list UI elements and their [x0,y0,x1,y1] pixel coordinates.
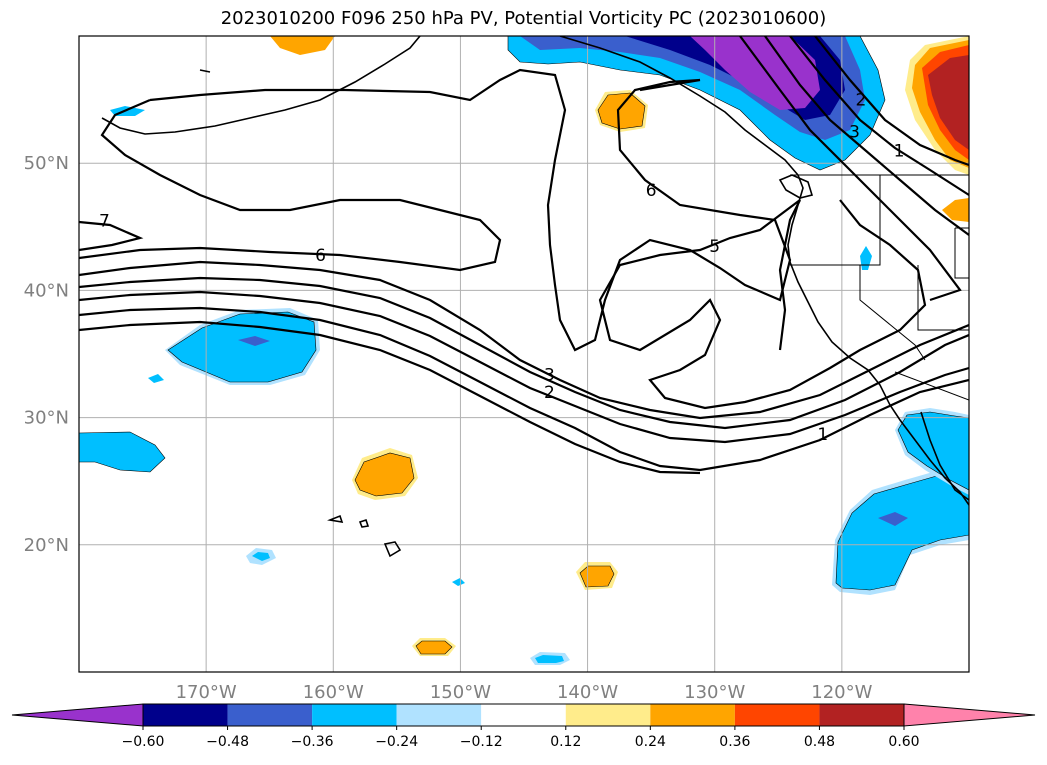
colorbar-tick-label: −0.12 [460,734,503,750]
colorbar-segment [312,704,397,726]
latitude-label: 40°N [24,280,69,301]
contour-label: 6 [315,246,326,266]
colorbar-tick-label: 0.48 [804,734,835,750]
colorbar-segment [819,704,904,726]
contour-label: 7 [99,211,110,231]
contour-label: 1 [894,141,905,161]
longitude-label: 140°W [557,682,618,703]
latitude-label: 20°N [24,535,69,556]
colorbar-tick-label: −0.36 [291,734,334,750]
colorbar-tick-label: 0.12 [550,734,581,750]
contour-label: 2 [856,91,867,111]
borders [790,174,969,401]
longitude-label: 160°W [303,682,364,703]
colorbar-tick-label: −0.48 [206,734,249,750]
latitude-labels: 20°N 30°N 40°N 50°N [24,153,69,556]
map-frame [78,35,970,673]
colorbar-segment [481,704,566,726]
gridlines [79,36,969,672]
longitude-label: 120°W [811,682,872,703]
colorbar-extend-min [11,703,144,727]
colorbar: −0.60 −0.48 −0.36 −0.24 −0.12 0.12 0.24 0.36 0.4… [11,703,1036,750]
contour-label: 6 [646,181,657,201]
contour-label: 3 [849,122,860,142]
longitude-label: 130°W [684,682,745,703]
latitude-label: 30°N [24,408,69,429]
colorbar-segment [396,704,482,726]
colorbar-segment [650,704,735,726]
map-title: 2023010200 F096 250 hPa PV, Potential Vo… [220,8,827,29]
pv-shading [79,36,969,665]
pv-contours [79,36,969,475]
contour-label: 5 [709,237,720,257]
colorbar-segment [227,704,313,726]
colorbar-outline [142,703,905,727]
colorbar-tick-label: −0.60 [122,734,165,750]
longitude-label: 170°W [176,682,237,703]
colorbar-tick-label: 0.36 [719,734,750,750]
colorbar-tick-label: 0.24 [635,734,666,750]
colorbar-segment [565,704,651,726]
colorbar-tick-label: 0.60 [888,734,919,750]
colorbar-segment [734,704,820,726]
colorbar-segment [143,704,228,726]
latitude-label: 50°N [24,153,69,174]
contour-label: 2 [544,383,555,403]
colorbar-extend-max [903,703,1036,727]
longitude-labels: 170°W 160°W 150°W 140°W 130°W 120°W [176,682,873,703]
longitude-label: 150°W [430,682,491,703]
colorbar-tick-label: −0.24 [375,734,418,750]
contour-label: 1 [817,425,828,445]
contour-label: 3 [544,365,555,385]
